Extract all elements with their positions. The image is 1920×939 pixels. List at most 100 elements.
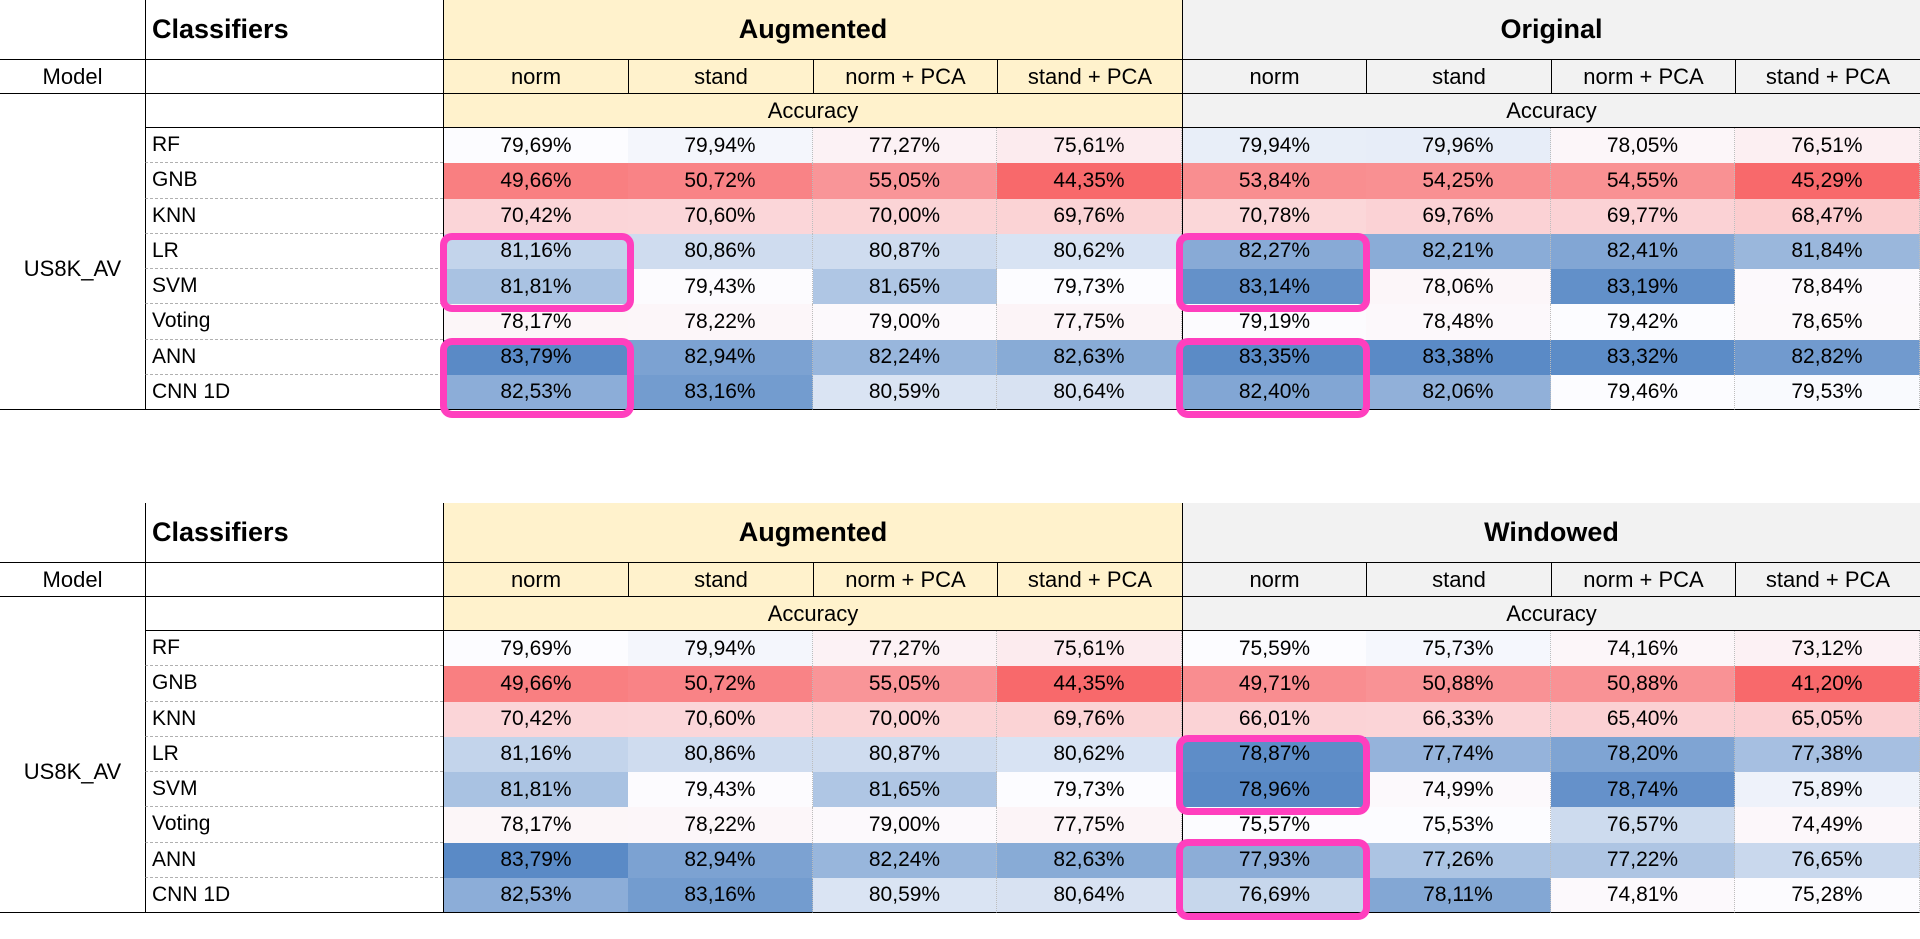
- accuracy-cell: 74,49%: [1735, 807, 1920, 843]
- accuracy-cell: 75,59%: [1182, 631, 1366, 667]
- accuracy-cell: 78,06%: [1366, 269, 1551, 305]
- accuracy-cell: 69,76%: [997, 198, 1182, 234]
- accuracy-cell: 83,16%: [628, 374, 813, 410]
- accuracy-cell: 80,86%: [628, 736, 813, 772]
- accuracy-cell: 78,11%: [1366, 877, 1551, 913]
- accuracy-cell: 77,93%: [1182, 842, 1366, 878]
- accuracy-cell: 80,87%: [813, 233, 997, 269]
- accuracy-cell: 77,27%: [813, 128, 997, 164]
- accuracy-cell: 82,53%: [443, 374, 628, 410]
- classifier-name: GNB: [145, 163, 443, 199]
- accuracy-cell: 77,74%: [1366, 736, 1551, 772]
- classifier-name: GNB: [145, 666, 443, 702]
- accuracy-cell: 79,19%: [1182, 304, 1366, 340]
- col-header: stand + PCA: [997, 59, 1182, 94]
- table-row: SVM 81,81% 79,43% 81,65% 79,73% 83,14% 78,06% 8…: [0, 269, 1920, 305]
- table-row: ANN 83,79% 82,94% 82,24% 82,63% 83,35% 83,38% 8…: [0, 339, 1920, 375]
- accuracy-cell: 77,75%: [997, 807, 1182, 843]
- accuracy-cell: 74,16%: [1551, 631, 1735, 667]
- table-row: KNN 70,42% 70,60% 70,00% 69,76% 66,01% 66,33% 6…: [0, 701, 1920, 737]
- accuracy-cell: 76,69%: [1182, 877, 1366, 913]
- classifier-name: LR: [145, 233, 443, 269]
- data-rows: RF 79,69% 79,94% 77,27% 75,61% 75,59% 75,73% 74…: [0, 631, 1920, 913]
- accuracy-cell: 83,16%: [628, 877, 813, 913]
- accuracy-cell: 49,71%: [1182, 666, 1366, 702]
- accuracy-cell: 66,01%: [1182, 701, 1366, 737]
- accuracy-cell: 79,43%: [628, 772, 813, 808]
- classifier-header-blank: [145, 562, 443, 597]
- col-header: norm + PCA: [813, 562, 997, 597]
- accuracy-cell: 70,42%: [443, 198, 628, 234]
- accuracy-cell: 78,22%: [628, 304, 813, 340]
- accuracy-cell: 75,61%: [997, 631, 1182, 667]
- accuracy-cell: 81,81%: [443, 772, 628, 808]
- col-header: norm + PCA: [1551, 562, 1735, 597]
- accuracy-cell: 69,76%: [997, 701, 1182, 737]
- accuracy-cell: 70,42%: [443, 701, 628, 737]
- metric-row: Accuracy Accuracy: [0, 94, 1920, 128]
- accuracy-cell: 79,73%: [997, 269, 1182, 305]
- accuracy-cell: 79,46%: [1551, 374, 1735, 410]
- accuracy-cell: 78,20%: [1551, 736, 1735, 772]
- group-augmented-title: Augmented: [443, 0, 1182, 59]
- accuracy-cell: 55,05%: [813, 163, 997, 199]
- accuracy-cell: 80,62%: [997, 736, 1182, 772]
- table-row: Voting 78,17% 78,22% 79,00% 77,75% 75,57% 75,5…: [0, 807, 1920, 843]
- accuracy-cell: 54,25%: [1366, 163, 1551, 199]
- accuracy-cell: 78,84%: [1735, 269, 1920, 305]
- accuracy-cell: 77,26%: [1366, 842, 1551, 878]
- accuracy-cell: 77,38%: [1735, 736, 1920, 772]
- accuracy-cell: 78,74%: [1551, 772, 1735, 808]
- accuracy-cell: 82,94%: [628, 842, 813, 878]
- accuracy-cell: 75,61%: [997, 128, 1182, 164]
- accuracy-cell: 79,43%: [628, 269, 813, 305]
- accuracy-cell: 79,69%: [443, 128, 628, 164]
- table-row: CNN 1D 82,53% 83,16% 80,59% 80,64% 82,40% 82,0…: [0, 374, 1920, 410]
- table-row: LR 81,16% 80,86% 80,87% 80,62% 78,87% 77,74% 78…: [0, 736, 1920, 772]
- classifier-header-blank: [145, 59, 443, 94]
- table-row: ANN 83,79% 82,94% 82,24% 82,63% 77,93% 77,26% 7…: [0, 842, 1920, 878]
- classifier-name: CNN 1D: [145, 877, 443, 913]
- model-header: Model: [0, 562, 145, 597]
- accuracy-cell: 68,47%: [1735, 198, 1920, 234]
- accuracy-cell: 83,32%: [1551, 339, 1735, 375]
- accuracy-cell: 69,77%: [1551, 198, 1735, 234]
- group-augmented-title: Augmented: [443, 503, 1182, 562]
- accuracy-cell: 75,53%: [1366, 807, 1551, 843]
- table-row: GNB 49,66% 50,72% 55,05% 44,35% 49,71% 50,88% 5…: [0, 666, 1920, 702]
- metric-label: Accuracy: [1182, 597, 1920, 631]
- accuracy-cell: 83,38%: [1366, 339, 1551, 375]
- accuracy-cell: 80,64%: [997, 374, 1182, 410]
- accuracy-cell: 80,87%: [813, 736, 997, 772]
- accuracy-cell: 76,57%: [1551, 807, 1735, 843]
- accuracy-cell: 77,75%: [997, 304, 1182, 340]
- classifier-name: Voting: [145, 304, 443, 340]
- classifier-name: SVM: [145, 772, 443, 808]
- accuracy-cell: 81,16%: [443, 736, 628, 772]
- group-windowed-title: Windowed: [1182, 503, 1920, 562]
- accuracy-cell: 79,94%: [1182, 128, 1366, 164]
- accuracy-cell: 81,16%: [443, 233, 628, 269]
- table-row: Voting 78,17% 78,22% 79,00% 77,75% 79,19% 78,4…: [0, 304, 1920, 340]
- accuracy-cell: 75,57%: [1182, 807, 1366, 843]
- classifier-name: RF: [145, 631, 443, 667]
- classifier-name: ANN: [145, 842, 443, 878]
- accuracy-cell: 79,96%: [1366, 128, 1551, 164]
- accuracy-cell: 80,62%: [997, 233, 1182, 269]
- classifiers-title: Classifiers: [145, 503, 443, 562]
- accuracy-cell: 70,60%: [628, 701, 813, 737]
- col-header: stand: [1366, 562, 1551, 597]
- accuracy-cell: 77,22%: [1551, 842, 1735, 878]
- col-header: norm + PCA: [813, 59, 997, 94]
- accuracy-cell: 75,73%: [1366, 631, 1551, 667]
- accuracy-cell: 78,17%: [443, 807, 628, 843]
- accuracy-cell: 69,76%: [1366, 198, 1551, 234]
- accuracy-cell: 70,00%: [813, 198, 997, 234]
- table-row: RF 79,69% 79,94% 77,27% 75,61% 75,59% 75,73% 74…: [0, 631, 1920, 667]
- col-header: stand + PCA: [997, 562, 1182, 597]
- model-name: US8K_AV: [0, 128, 145, 410]
- table-row: SVM 81,81% 79,43% 81,65% 79,73% 78,96% 74,99% 7…: [0, 772, 1920, 808]
- group-original-title: Original: [1182, 0, 1920, 59]
- accuracy-cell: 65,40%: [1551, 701, 1735, 737]
- table-row: LR 81,16% 80,86% 80,87% 80,62% 82,27% 82,21% 82…: [0, 233, 1920, 269]
